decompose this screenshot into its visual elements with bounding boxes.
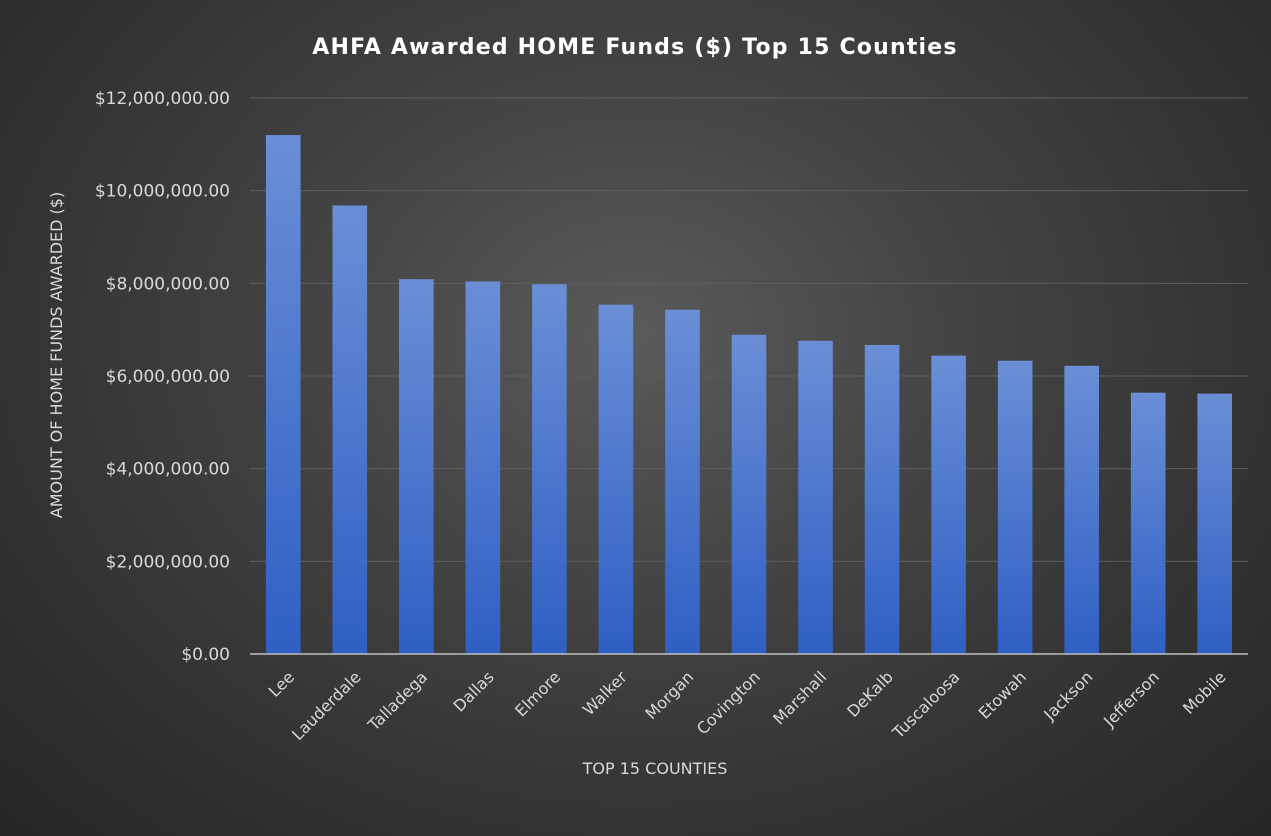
bar-marshall <box>798 340 833 654</box>
x-tick-label: Jackson <box>1039 667 1096 724</box>
y-tick-label: $2,000,000.00 <box>106 552 230 572</box>
y-tick-label: $0.00 <box>181 645 230 665</box>
bars <box>265 135 1233 655</box>
bar-dallas <box>465 281 501 654</box>
x-tick-label: Etowah <box>975 667 1030 722</box>
x-tick-label: DeKalb <box>843 667 897 721</box>
y-axis-tick-labels: $0.00 $2,000,000.00 $4,000,000.00 $6,000,00… <box>95 89 230 665</box>
x-tick-label: Lee <box>265 667 298 700</box>
bar-lauderdale <box>332 205 368 654</box>
x-tick-label: Morgan <box>641 667 697 723</box>
bar-dekalb <box>864 344 900 654</box>
y-tick-label: $6,000,000.00 <box>106 367 230 387</box>
bar-tuscaloosa <box>931 355 966 654</box>
bar-etowah <box>997 360 1033 654</box>
x-tick-label: Lauderdale <box>288 667 365 744</box>
bar-walker <box>598 304 634 654</box>
x-tick-label: Marshall <box>769 667 830 728</box>
bar-mobile <box>1197 393 1233 654</box>
bar-covington <box>731 334 767 654</box>
y-axis-title: AMOUNT OF HOME FUNDS AWARDED ($) <box>47 192 66 518</box>
bar-elmore <box>532 284 567 654</box>
chart-title: AHFA Awarded HOME Funds ($) Top 15 Count… <box>312 35 957 60</box>
x-tick-label: Tuscaloosa <box>888 667 963 742</box>
x-tick-label: Mobile <box>1179 667 1230 718</box>
x-axis-title: TOP 15 COUNTIES <box>582 759 728 778</box>
bar-talladega <box>399 279 434 654</box>
x-tick-label: Walker <box>579 667 631 719</box>
x-tick-label: Dallas <box>450 667 498 715</box>
y-tick-label: $4,000,000.00 <box>106 460 230 480</box>
bar-morgan <box>665 309 700 654</box>
x-tick-label: Jefferson <box>1099 667 1163 731</box>
bar-jefferson <box>1130 392 1166 654</box>
y-tick-label: $8,000,000.00 <box>106 274 230 294</box>
x-tick-label: Elmore <box>511 667 564 720</box>
bar-jackson <box>1064 365 1099 654</box>
x-tick-label: Covington <box>693 667 764 738</box>
y-tick-label: $10,000,000.00 <box>95 182 230 202</box>
bar-lee <box>265 135 301 655</box>
y-tick-label: $12,000,000.00 <box>95 89 230 109</box>
x-tick-label: Talladega <box>364 667 432 735</box>
